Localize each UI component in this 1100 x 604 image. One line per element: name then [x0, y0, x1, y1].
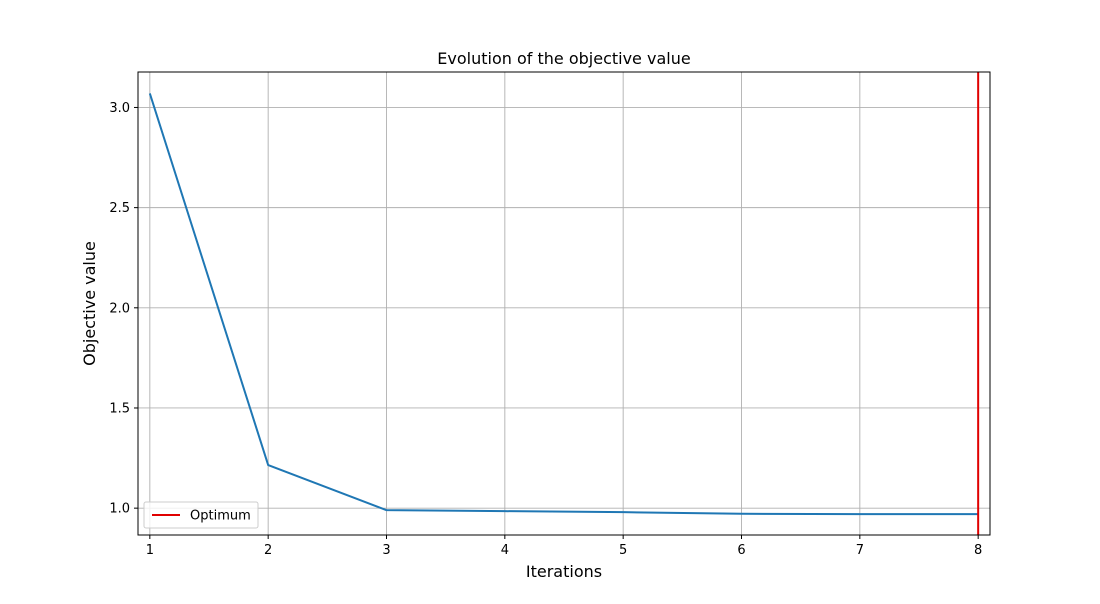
x-axis-label: Iterations — [526, 562, 602, 581]
data-layer — [148, 72, 980, 535]
legend: Optimum — [143, 501, 259, 529]
y-tick-label: 2.5 — [109, 201, 130, 216]
x-tick-label: 1 — [146, 543, 154, 558]
chart-title: Evolution of the objective value — [437, 49, 690, 68]
x-tick-label: 4 — [501, 543, 509, 558]
x-tick-label: 6 — [737, 543, 745, 558]
series-line-0 — [148, 93, 979, 516]
plot-frame — [137, 71, 991, 536]
y-tick-label: 1.0 — [109, 502, 130, 517]
x-tick-label: 3 — [382, 543, 390, 558]
y-tick-label: 2.0 — [109, 301, 130, 316]
grid-layer — [138, 72, 990, 535]
x-tick-label: 7 — [856, 543, 864, 558]
y-tick-label: 1.5 — [109, 401, 130, 416]
legend-label-optimum: Optimum — [190, 509, 251, 524]
y-tick-label: 3.0 — [109, 101, 130, 116]
tick-layer: 1 2 3 4 5 6 7 8 1.0 1.5 2.0 2.5 3.0 — [109, 101, 982, 558]
y-axis-label: Objective value — [80, 241, 99, 366]
x-tick-label: 5 — [619, 543, 627, 558]
legend-box — [143, 501, 259, 529]
x-tick-label: 2 — [264, 543, 272, 558]
x-tick-label: 8 — [974, 543, 982, 558]
